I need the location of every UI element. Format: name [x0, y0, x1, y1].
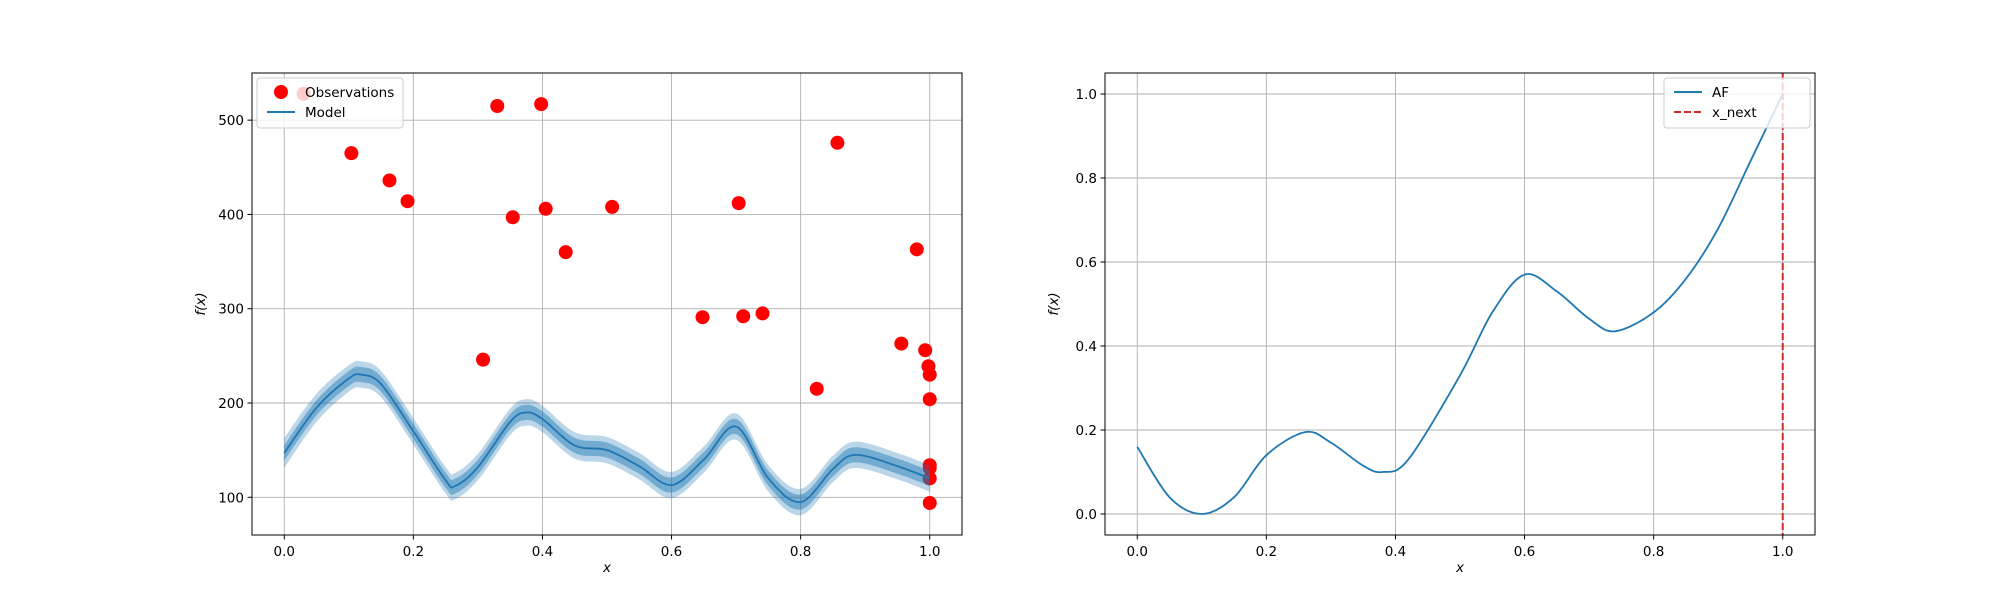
observation-point — [382, 173, 397, 188]
legend-label: Model — [305, 105, 346, 121]
observation-point — [538, 201, 553, 216]
observation-point — [490, 99, 505, 113]
observation-point — [605, 199, 620, 214]
x-tick-label: 0.0 — [1127, 544, 1148, 560]
y-tick-label: 0.8 — [1076, 171, 1097, 187]
y-tick-label: 500 — [218, 113, 244, 129]
observation-point — [922, 392, 937, 407]
x-tick-label: 0.2 — [403, 544, 424, 560]
x-axis-label: x — [1455, 560, 1465, 576]
observation-point — [534, 97, 549, 112]
x-axis-ticks: 0.0 0.2 0.4 0.6 0.8 1.0 — [274, 535, 940, 560]
chart-right-acquisition-function: 0.0 0.2 0.4 0.6 0.8 1.0 0.00.20.40.60.81.0 x … — [1046, 72, 1816, 576]
y-tick-label: 200 — [218, 396, 244, 412]
y-tick-label: 100 — [218, 490, 244, 506]
y-tick-label: 300 — [218, 302, 244, 318]
plot-area — [283, 86, 937, 516]
legend-box — [1663, 77, 1811, 129]
observation-point — [918, 343, 933, 358]
observation-point — [558, 245, 573, 260]
observation-point — [909, 242, 924, 257]
observation-point — [736, 309, 751, 324]
plot-area — [1136, 73, 1784, 535]
x-axis-ticks: 0.0 0.2 0.4 0.6 0.8 1.0 — [1127, 535, 1793, 560]
legend-box — [256, 77, 404, 129]
observation-point — [344, 146, 359, 161]
observation-point — [830, 135, 845, 150]
x-axis-label: x — [602, 560, 612, 576]
y-tick-label: 0.4 — [1076, 339, 1097, 355]
y-axis-ticks: 0.0 0.2 0.4 0.6 0.8 1.0 — [1076, 87, 1105, 523]
x-tick-label: 1.0 — [919, 544, 940, 560]
x-tick-label: 0.8 — [790, 544, 811, 560]
x-tick-label: 0.4 — [532, 544, 553, 560]
observation-point — [505, 210, 520, 225]
x-tick-label: 1.0 — [1772, 544, 1793, 560]
observation-point — [755, 306, 770, 321]
af-series-line — [1136, 93, 1784, 515]
observation-point — [922, 495, 937, 510]
legend-marker-observations — [274, 85, 288, 99]
y-tick-label: 1.0 — [1076, 87, 1097, 103]
y-tick-label: 400 — [218, 207, 244, 223]
observation-point — [809, 381, 824, 396]
y-tick-label: 0.6 — [1076, 255, 1097, 271]
y-tick-label: 0.0 — [1076, 507, 1097, 523]
x-tick-label: 0.2 — [1256, 544, 1277, 560]
legend-label: x_next — [1712, 105, 1757, 121]
x-tick-label: 0.6 — [661, 544, 682, 560]
x-tick-label: 0.4 — [1385, 544, 1406, 560]
observation-point — [922, 461, 937, 476]
y-axis-label: f(x) — [1046, 292, 1062, 315]
observation-point — [894, 336, 909, 351]
grid-lines — [1105, 73, 1815, 535]
legend-label: Observations — [305, 85, 394, 101]
observation-point — [476, 352, 491, 367]
x-tick-label: 0.0 — [274, 544, 295, 560]
x-tick-label: 0.6 — [1514, 544, 1535, 560]
axes-frame — [251, 72, 963, 536]
x-tick-label: 0.8 — [1643, 544, 1664, 560]
axes-frame — [1104, 72, 1816, 536]
observation-point — [695, 310, 710, 325]
legend-label: AF — [1712, 85, 1729, 101]
model-confidence-band-outer — [284, 360, 930, 516]
observation-point — [731, 196, 746, 211]
y-axis-ticks: 100 200 300 400 500 — [218, 113, 252, 506]
model-series-line — [283, 373, 931, 503]
y-axis-label: f(x) — [193, 292, 209, 315]
observation-point — [922, 367, 937, 382]
observation-point — [400, 194, 415, 209]
chart-left-observations-model: 0.0 0.2 0.4 0.6 0.8 1.0 100 200 300 400 500 x f(x… — [193, 72, 963, 576]
legend: Observations Model — [256, 77, 404, 129]
model-confidence-band-inner — [284, 366, 930, 510]
y-tick-label: 0.2 — [1076, 423, 1097, 439]
legend: AF x_next — [1663, 77, 1811, 129]
